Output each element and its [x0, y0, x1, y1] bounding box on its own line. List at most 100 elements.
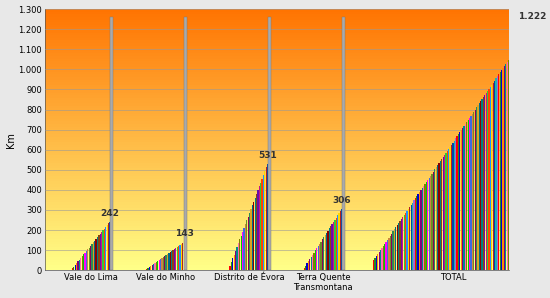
Bar — [526, 33, 527, 270]
Bar — [45, 64, 509, 66]
Bar — [45, 158, 509, 161]
Bar — [508, 60, 509, 270]
Bar — [388, 238, 389, 270]
Bar — [109, 222, 111, 270]
Bar — [84, 253, 86, 270]
Bar — [86, 251, 87, 270]
Bar — [523, 37, 525, 270]
Bar — [430, 176, 431, 270]
Bar — [164, 256, 166, 270]
Bar — [107, 225, 108, 270]
Bar — [324, 235, 326, 270]
Bar — [458, 134, 459, 270]
Bar — [240, 236, 242, 270]
Bar — [518, 45, 519, 270]
Bar — [312, 255, 313, 270]
Bar — [449, 147, 450, 270]
Bar — [455, 139, 456, 270]
Bar — [45, 148, 509, 150]
Bar — [248, 217, 249, 270]
Bar — [401, 219, 402, 270]
Bar — [157, 261, 158, 270]
Bar — [45, 116, 509, 119]
Bar — [529, 29, 530, 270]
Bar — [329, 229, 330, 270]
Bar — [45, 82, 509, 85]
Bar — [179, 245, 180, 270]
Bar — [473, 111, 474, 270]
Bar — [323, 237, 324, 270]
Bar — [409, 207, 410, 270]
Bar — [381, 248, 383, 270]
Bar — [167, 254, 168, 270]
Bar — [163, 257, 164, 270]
Bar — [45, 140, 509, 142]
Bar — [391, 234, 392, 270]
Bar — [484, 95, 486, 270]
Bar — [253, 201, 254, 270]
Bar — [257, 190, 258, 270]
Bar — [398, 223, 399, 270]
Bar — [45, 174, 509, 176]
Bar — [45, 181, 509, 184]
Bar — [45, 137, 509, 140]
Bar — [45, 17, 509, 19]
Bar — [496, 78, 497, 270]
Bar — [45, 108, 509, 111]
Bar — [330, 226, 331, 270]
Text: 306: 306 — [333, 196, 351, 205]
Bar — [306, 263, 307, 270]
Bar — [45, 66, 509, 69]
Bar — [90, 246, 91, 270]
Bar — [448, 149, 449, 270]
Bar — [45, 171, 509, 174]
Bar — [245, 224, 246, 270]
Bar — [146, 269, 147, 270]
Bar — [478, 103, 480, 270]
Bar — [408, 209, 409, 270]
Bar — [45, 25, 509, 27]
Bar — [244, 228, 245, 270]
Bar — [45, 254, 509, 257]
Bar — [341, 209, 343, 270]
Bar — [45, 41, 509, 43]
Bar — [45, 153, 509, 155]
Bar — [436, 167, 437, 270]
Bar — [389, 236, 391, 270]
Bar — [469, 118, 470, 270]
Bar — [258, 186, 260, 270]
Bar — [45, 103, 509, 106]
Bar — [104, 229, 105, 270]
Bar — [81, 256, 83, 270]
Bar — [161, 258, 163, 270]
Bar — [45, 260, 509, 263]
Bar — [45, 48, 509, 51]
Bar — [45, 218, 509, 221]
Bar — [110, 17, 113, 270]
Bar — [394, 229, 395, 270]
Bar — [45, 234, 509, 236]
Bar — [480, 101, 481, 270]
Bar — [441, 159, 442, 270]
Bar — [413, 201, 415, 270]
Bar — [45, 236, 509, 239]
Bar — [147, 268, 148, 270]
Bar — [412, 203, 413, 270]
Bar — [105, 227, 107, 270]
Bar — [73, 267, 74, 270]
Bar — [45, 38, 509, 41]
Bar — [423, 186, 424, 270]
Bar — [45, 22, 509, 25]
Bar — [246, 221, 248, 270]
Bar — [402, 217, 404, 270]
Bar — [404, 215, 405, 270]
Bar — [171, 251, 172, 270]
Bar — [395, 227, 397, 270]
Bar — [45, 80, 509, 82]
Bar — [519, 43, 520, 270]
Bar — [45, 244, 509, 247]
Bar — [89, 248, 90, 270]
Bar — [72, 268, 73, 270]
Text: 1.222: 1.222 — [518, 12, 546, 21]
Bar — [234, 254, 235, 270]
